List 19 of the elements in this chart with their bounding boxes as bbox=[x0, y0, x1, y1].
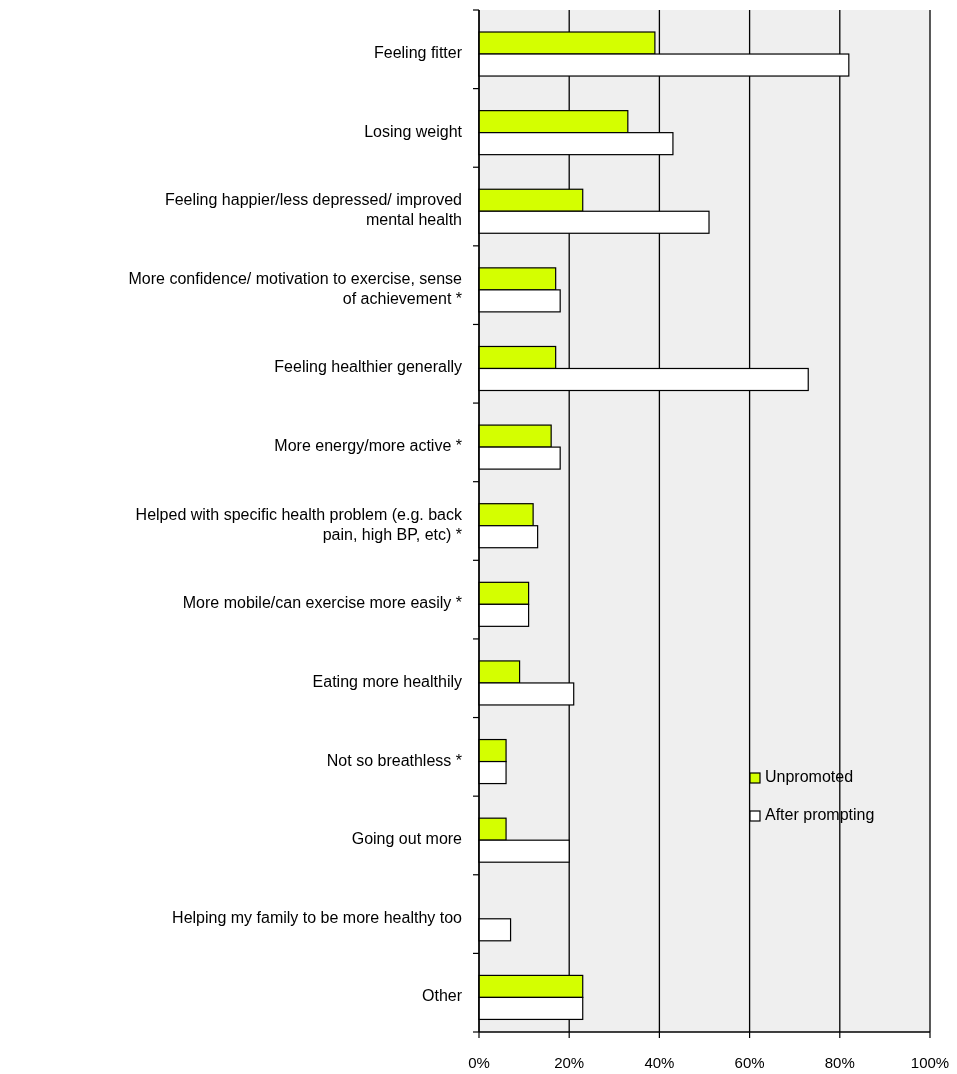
y-tick-label: More mobile/can exercise more easily * bbox=[182, 594, 462, 612]
y-tick-label: Other bbox=[421, 987, 463, 1005]
x-tick-label: 40% bbox=[644, 1054, 675, 1071]
y-tick-label: More confidence/ motivation to exercise, sense of achievement * bbox=[128, 270, 463, 308]
y-tick-label: Not so breathless * bbox=[326, 751, 462, 769]
x-tick-label: 0% bbox=[468, 1054, 490, 1071]
y-tick-label: More energy/more active * bbox=[274, 437, 462, 455]
x-tick-label: 80% bbox=[824, 1054, 855, 1071]
y-tick-label: Losing weight bbox=[364, 122, 463, 140]
y-tick-label: Feeling fitter bbox=[373, 44, 463, 62]
y-tick-label: Feeling healthier generally bbox=[274, 358, 462, 376]
x-tick-label: 100% bbox=[910, 1054, 950, 1071]
y-tick-label: Eating more healthily bbox=[312, 673, 462, 691]
y-tick-label: Helped with specific health problem (e.g. back pain, high BP, etc) * bbox=[135, 505, 463, 543]
y-tick-label: Going out more bbox=[351, 830, 463, 848]
y-tick-label: Helping my family to be more healthy too bbox=[172, 909, 463, 927]
x-tick-label: 20% bbox=[554, 1054, 585, 1071]
y-tick-label: Feeling happier/less depressed/ improved mental health bbox=[164, 191, 462, 229]
x-tick-label: 60% bbox=[734, 1054, 765, 1071]
